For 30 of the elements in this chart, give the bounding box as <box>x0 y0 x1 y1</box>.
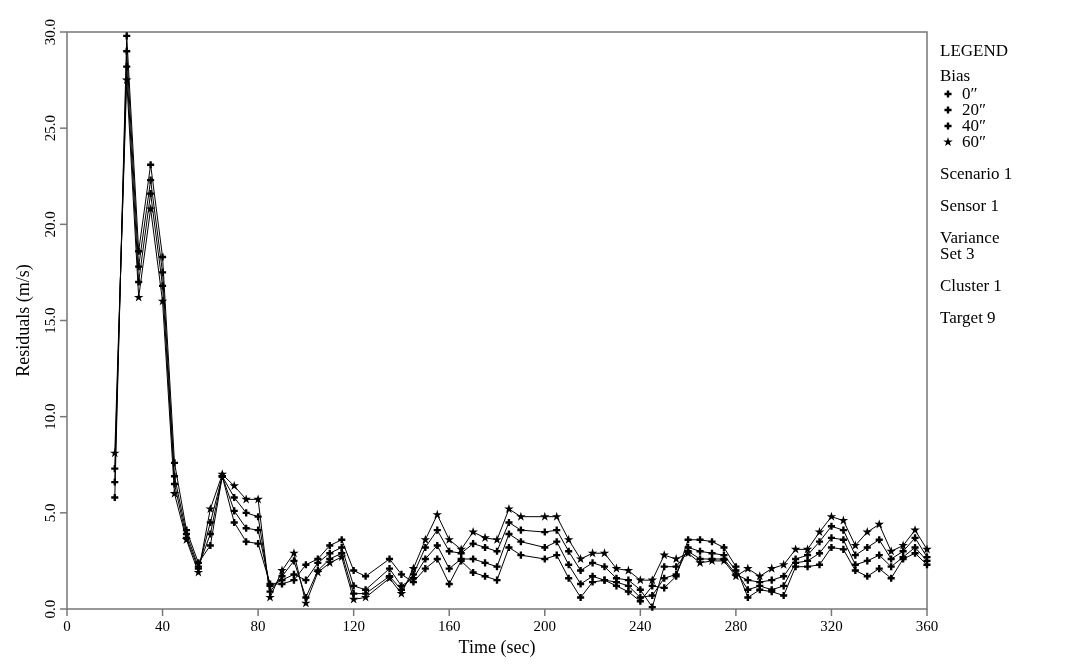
legend-label: 60″ <box>962 132 987 151</box>
text: Variance Set 3 <box>940 228 1000 263</box>
x-axis-title: Time (sec) <box>458 637 536 658</box>
x-tick-label: 200 <box>533 618 557 634</box>
y-tick-label: 15.0 <box>42 307 58 334</box>
y-tick-label: 25.0 <box>42 115 58 142</box>
x-tick-label: 0 <box>63 618 71 634</box>
x-tick-label: 240 <box>629 618 652 634</box>
x-tick-label: 360 <box>915 618 939 634</box>
legend-label: 20″ <box>962 100 987 119</box>
y-tick-label: 10.0 <box>42 403 58 430</box>
legend-title: Bias <box>940 66 971 85</box>
text: Scenario 1 <box>940 164 1013 183</box>
y-axis-title: Residuals (m/s) <box>13 264 34 377</box>
x-tick-label: 160 <box>437 618 461 634</box>
x-tick-label: 80 <box>250 618 266 634</box>
x-tick-label: 280 <box>724 618 748 634</box>
x-tick-label: 40 <box>155 618 171 634</box>
y-tick-label: 30.0 <box>42 18 58 46</box>
text: Cluster 1 <box>940 276 1002 295</box>
y-tick-label: 5.0 <box>42 503 58 523</box>
y-tick-label: 20.0 <box>42 211 58 238</box>
text: Sensor 1 <box>940 196 1000 215</box>
x-tick-label: 120 <box>342 618 365 634</box>
y-tick-label: 0.0 <box>42 599 58 619</box>
x-tick-label: 320 <box>820 618 843 634</box>
legend-label: 0″ <box>962 84 978 103</box>
text: LEGEND <box>940 41 1008 60</box>
legend-label: 40″ <box>962 116 987 135</box>
text: Target 9 <box>940 308 996 327</box>
